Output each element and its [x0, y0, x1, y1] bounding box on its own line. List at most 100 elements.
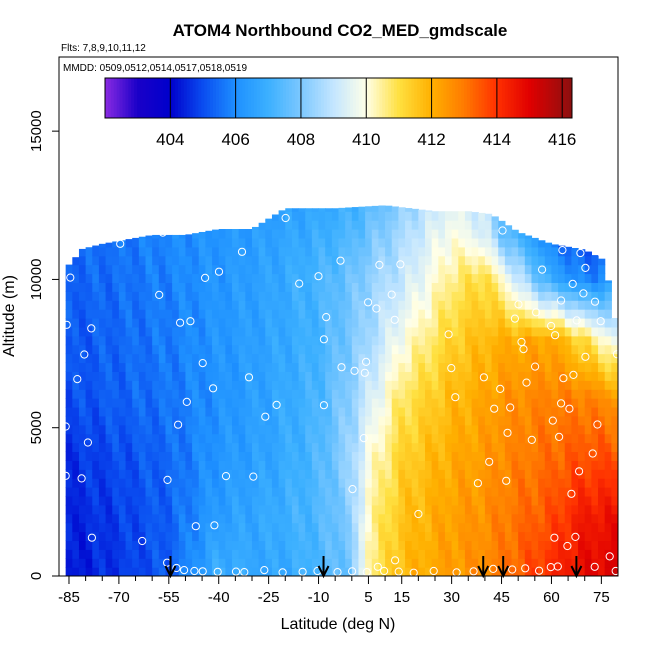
heatmap-cell	[265, 389, 273, 399]
heatmap-cell	[591, 389, 599, 399]
heatmap-cell	[544, 531, 553, 542]
colorbar-swatch	[175, 78, 179, 118]
colorbar-swatch	[248, 78, 252, 118]
x-tick-label: -55	[158, 589, 180, 606]
colorbar-swatch	[548, 78, 553, 118]
heatmap-cell	[611, 504, 618, 515]
heatmap-cell	[564, 246, 573, 257]
heatmap-cell	[98, 424, 107, 435]
heatmap-cell	[331, 380, 340, 390]
sample-point	[87, 533, 97, 542]
heatmap-cell	[385, 531, 393, 542]
heatmap-cell	[564, 282, 573, 292]
heatmap-cell	[518, 237, 526, 248]
sample-point	[350, 366, 359, 375]
heatmap-cell	[538, 433, 546, 444]
heatmap-cell	[65, 309, 73, 319]
heatmap-cell	[418, 246, 426, 257]
heatmap-cell	[591, 460, 599, 470]
heatmap-cell	[484, 380, 493, 390]
heatmap-cell	[65, 504, 73, 515]
heatmap-cell	[451, 549, 459, 559]
colorbar-swatch	[493, 78, 497, 118]
heatmap-cell	[152, 309, 160, 319]
x-axis-label: Latitude (deg N)	[281, 616, 396, 633]
heatmap-cell	[118, 273, 127, 283]
heatmap-cell	[524, 300, 533, 310]
heatmap-cell	[158, 362, 167, 372]
heatmap-cell	[85, 353, 93, 364]
heatmap-cell	[418, 309, 426, 319]
heatmap-cell	[298, 406, 306, 417]
heatmap-cell	[245, 558, 253, 568]
heatmap-cell	[578, 504, 586, 515]
heatmap-cell	[278, 522, 286, 533]
heatmap-cell	[524, 398, 533, 408]
heatmap-cell	[338, 300, 346, 310]
heatmap-cell	[491, 216, 499, 221]
heatmap-cell	[192, 362, 200, 372]
heatmap-cell	[291, 291, 300, 301]
heatmap-cell	[464, 469, 473, 479]
heatmap-cell	[92, 522, 100, 533]
heatmap-cell	[192, 380, 200, 390]
heatmap-cell	[524, 558, 533, 568]
heatmap-cell	[438, 478, 446, 488]
heatmap-cell	[371, 264, 380, 275]
colorbar-swatch	[326, 78, 331, 118]
heatmap-cell	[331, 300, 340, 310]
sample-point	[550, 533, 559, 542]
heatmap-cell	[578, 255, 586, 266]
heatmap-cell	[591, 264, 599, 275]
heatmap-cell	[98, 353, 107, 364]
heatmap-cell	[78, 398, 87, 408]
colorbar-swatch	[542, 78, 547, 118]
sample-point	[551, 331, 560, 340]
heatmap-cell	[518, 291, 526, 301]
sample-point	[209, 384, 218, 393]
heatmap-cell	[611, 495, 618, 506]
heatmap-cell	[365, 211, 373, 221]
y-axis-label: Altitude (m)	[1, 275, 18, 357]
heatmap-cell	[451, 415, 459, 426]
heatmap-cell	[518, 469, 526, 479]
heatmap-cell	[504, 291, 513, 301]
heatmap-cell	[85, 567, 93, 576]
heatmap-cell	[405, 549, 413, 559]
sample-point	[186, 317, 195, 326]
heatmap-cell	[504, 433, 513, 444]
heatmap-cell	[298, 424, 306, 435]
heatmap-cell	[225, 389, 233, 399]
heatmap-cell	[132, 469, 140, 479]
heatmap-cell	[371, 362, 380, 372]
heatmap-cell	[331, 282, 340, 292]
heatmap-cell	[405, 567, 413, 576]
heatmap-cell	[491, 300, 499, 310]
heatmap-cell	[178, 540, 187, 550]
heatmap-cell	[158, 531, 167, 542]
heatmap-cell	[232, 433, 240, 444]
heatmap-cell	[524, 469, 533, 479]
heatmap-cell	[238, 362, 246, 372]
heatmap-cell	[232, 273, 240, 283]
heatmap-cell	[178, 460, 187, 470]
heatmap-cell	[345, 540, 353, 550]
heatmap-cell	[431, 309, 439, 319]
heatmap-cell	[205, 344, 213, 355]
heatmap-cell	[478, 300, 486, 310]
x-tick-label: -40	[208, 589, 230, 606]
heatmap-cell	[118, 398, 127, 408]
heatmap-cell	[331, 246, 340, 257]
heatmap-cell	[378, 433, 386, 444]
heatmap-cell	[278, 460, 286, 470]
heatmap-cell	[478, 398, 486, 408]
heatmap-cell	[85, 344, 93, 355]
colorbar-swatch	[239, 78, 243, 118]
heatmap-cell	[178, 451, 187, 461]
heatmap-cell	[331, 433, 340, 444]
heatmap-cell	[185, 353, 193, 364]
heatmap-cell	[478, 326, 486, 337]
heatmap-cell	[351, 495, 360, 506]
heatmap-cell	[544, 424, 553, 435]
heatmap-cell	[298, 442, 306, 453]
